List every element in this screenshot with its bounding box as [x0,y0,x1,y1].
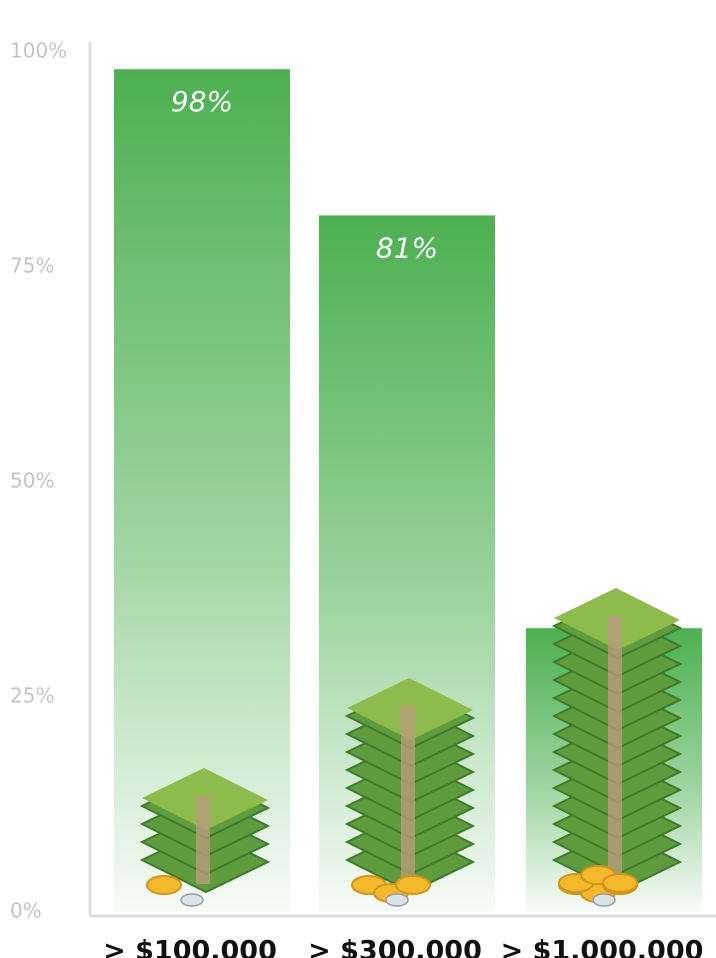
coin [395,875,431,895]
y-tick-label: 25% [10,684,54,708]
value-label: 81% [376,231,438,264]
y-tick-label: 0% [10,899,42,923]
coin [146,875,182,895]
band [196,796,210,884]
x-tick-label: > $100,000 [103,936,277,958]
value-label: 98% [171,85,233,118]
coin-silver [180,893,204,907]
x-tick-label: > $1,000,000 [501,936,704,958]
band [608,616,622,884]
money-illustration [139,768,271,907]
band [401,706,415,884]
y-tick-label: 100% [10,39,67,63]
y-tick-label: 75% [10,254,54,278]
money-illustration [551,588,683,907]
y-tick-label: 50% [10,469,54,493]
x-tick-label: > $300,000 [308,936,482,958]
coin [602,873,638,893]
coin-silver [385,893,409,907]
coin-silver [592,893,616,907]
money-illustration [344,678,476,907]
